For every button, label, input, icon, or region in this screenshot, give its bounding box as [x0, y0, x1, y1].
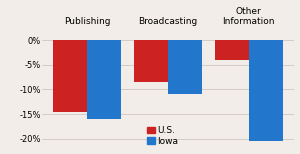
Bar	[53, 40, 87, 112]
Legend: U.S., Iowa: U.S., Iowa	[147, 125, 179, 146]
Bar	[134, 40, 168, 82]
Bar	[215, 40, 249, 60]
Bar	[249, 40, 283, 141]
Bar	[87, 40, 121, 119]
Bar	[168, 40, 202, 94]
